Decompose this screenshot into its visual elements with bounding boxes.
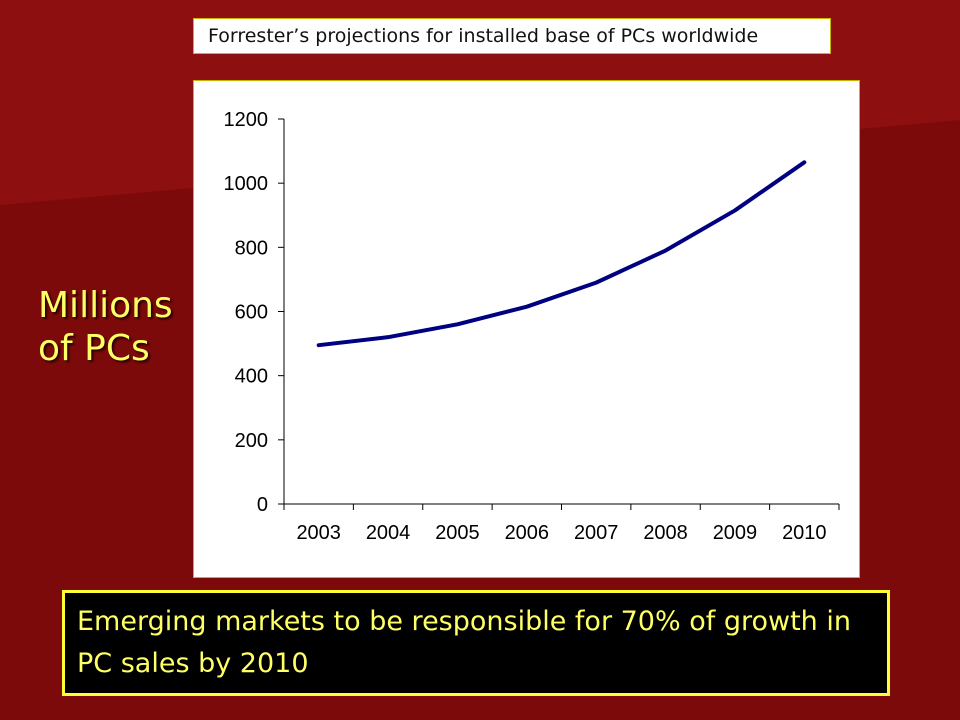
x-tick-label: 2005 — [435, 522, 480, 544]
series-line — [316, 160, 807, 348]
chart-area: 0 200 400 600 800 1000 1200 2003 2004 2005 2006 200… — [193, 80, 860, 578]
y-tick-label: 400 — [235, 366, 268, 388]
data-point — [802, 160, 806, 164]
callout-box: Emerging markets to be responsible for 7… — [62, 590, 890, 696]
data-point — [455, 322, 459, 326]
line-chart: 0 200 400 600 800 1000 1200 2003 2004 2005 2006 200… — [224, 109, 840, 544]
x-tick-label: 2003 — [296, 522, 341, 544]
data-point — [733, 208, 737, 212]
data-point — [664, 249, 668, 253]
y-tick-label: 600 — [235, 302, 268, 324]
y-tick-label: 1200 — [224, 109, 269, 131]
chart-title: Forrester’s projections for installed ba… — [193, 18, 831, 54]
data-point — [525, 305, 529, 309]
data-point — [594, 281, 598, 285]
x-tick-label: 2009 — [713, 522, 758, 544]
y-tick-label: 800 — [235, 237, 268, 259]
y-tick-label: 0 — [257, 494, 268, 516]
x-tick-label: 2008 — [643, 522, 688, 544]
y-tick-label: 200 — [235, 430, 268, 452]
data-point — [317, 343, 321, 347]
y-tick-label: 1000 — [224, 173, 269, 195]
y-axis-label: Millions of PCs — [38, 285, 173, 369]
x-tick-label: 2006 — [505, 522, 550, 544]
x-tick-label: 2007 — [574, 522, 619, 544]
x-tick-label: 2004 — [366, 522, 411, 544]
x-tick-label: 2010 — [782, 522, 827, 544]
data-point — [386, 335, 390, 339]
